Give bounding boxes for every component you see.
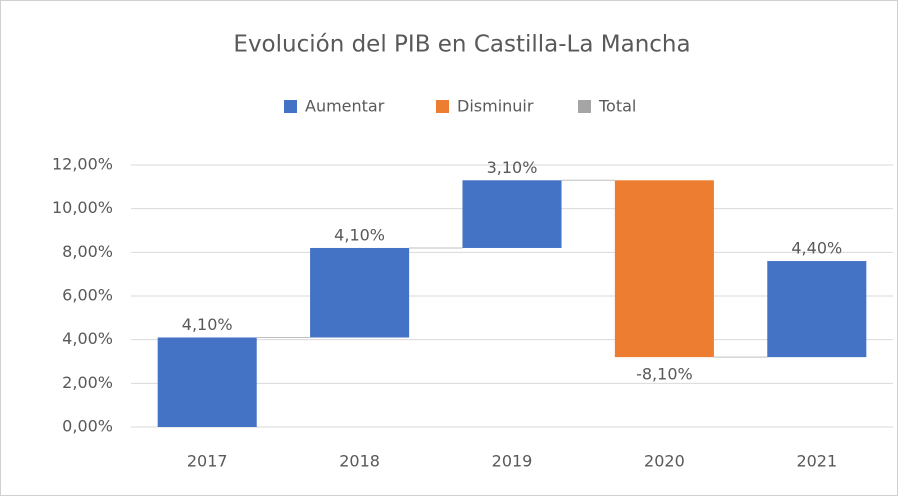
legend-label: Total xyxy=(598,97,636,116)
y-tick-label: 2,00% xyxy=(62,373,113,392)
bar xyxy=(614,180,714,358)
legend-swatch xyxy=(284,100,297,113)
data-label: 4,10% xyxy=(334,225,385,244)
y-tick-label: 4,00% xyxy=(62,329,113,348)
bar xyxy=(462,180,562,248)
legend-label: Aumentar xyxy=(305,97,385,116)
bar xyxy=(157,337,257,427)
data-label: 4,10% xyxy=(182,315,233,334)
legend-label: Disminuir xyxy=(457,97,534,116)
data-label: 3,10% xyxy=(487,158,538,177)
data-label: 4,40% xyxy=(791,239,842,258)
bar xyxy=(310,247,410,338)
x-tick-label: 2021 xyxy=(796,452,837,471)
x-tick-label: 2017 xyxy=(187,452,228,471)
chart-title: Evolución del PIB en Castilla-La Mancha xyxy=(233,32,690,58)
legend-swatch xyxy=(436,100,449,113)
x-tick-label: 2018 xyxy=(339,452,380,471)
y-tick-label: 8,00% xyxy=(62,242,113,261)
x-tick-label: 2019 xyxy=(492,452,533,471)
y-tick-label: 10,00% xyxy=(52,198,113,217)
legend-swatch xyxy=(578,100,591,113)
bar xyxy=(767,261,867,358)
x-tick-label: 2020 xyxy=(644,452,685,471)
y-tick-label: 12,00% xyxy=(52,155,113,174)
y-tick-label: 0,00% xyxy=(62,417,113,436)
y-tick-label: 6,00% xyxy=(62,286,113,305)
data-label: -8,10% xyxy=(636,365,693,384)
